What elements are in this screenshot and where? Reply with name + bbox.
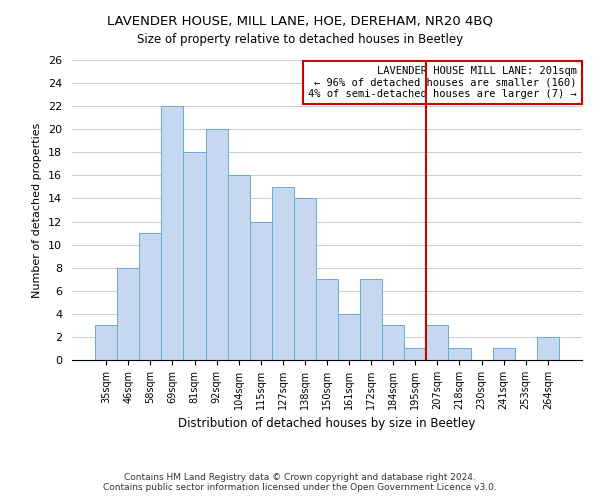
Bar xyxy=(227,176,250,360)
Bar xyxy=(382,326,404,360)
Bar xyxy=(404,348,427,360)
X-axis label: Distribution of detached houses by size in Beetley: Distribution of detached houses by size … xyxy=(178,418,476,430)
Bar xyxy=(537,337,559,360)
Bar xyxy=(316,279,338,360)
Bar xyxy=(184,152,206,360)
Text: Contains HM Land Registry data © Crown copyright and database right 2024.
Contai: Contains HM Land Registry data © Crown c… xyxy=(103,473,497,492)
Bar xyxy=(427,326,448,360)
Bar xyxy=(272,187,294,360)
Text: LAVENDER HOUSE, MILL LANE, HOE, DEREHAM, NR20 4BQ: LAVENDER HOUSE, MILL LANE, HOE, DEREHAM,… xyxy=(107,15,493,28)
Bar xyxy=(95,326,117,360)
Bar xyxy=(360,279,382,360)
Bar xyxy=(139,233,161,360)
Bar xyxy=(250,222,272,360)
Bar xyxy=(493,348,515,360)
Bar xyxy=(448,348,470,360)
Bar xyxy=(206,129,227,360)
Bar xyxy=(161,106,184,360)
Bar xyxy=(338,314,360,360)
Text: Size of property relative to detached houses in Beetley: Size of property relative to detached ho… xyxy=(137,32,463,46)
Bar xyxy=(294,198,316,360)
Text: LAVENDER HOUSE MILL LANE: 201sqm
← 96% of detached houses are smaller (160)
4% o: LAVENDER HOUSE MILL LANE: 201sqm ← 96% o… xyxy=(308,66,577,99)
Bar xyxy=(117,268,139,360)
Y-axis label: Number of detached properties: Number of detached properties xyxy=(32,122,43,298)
